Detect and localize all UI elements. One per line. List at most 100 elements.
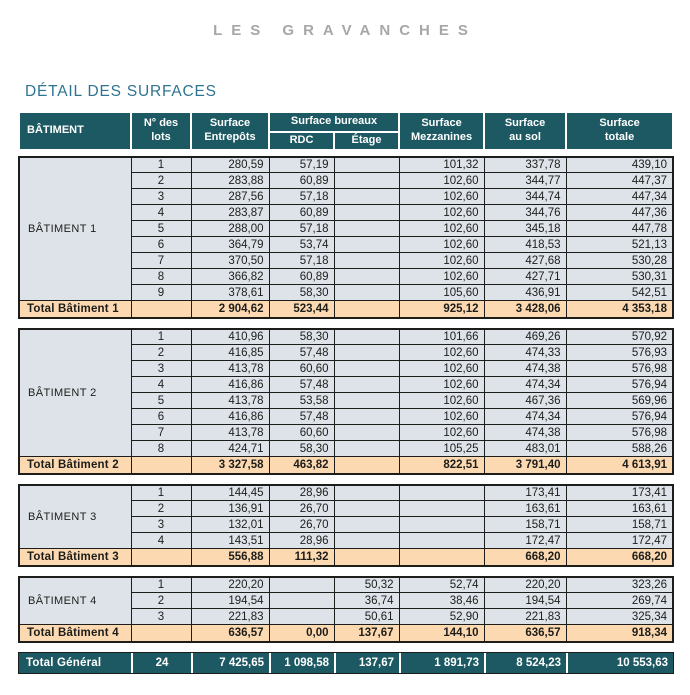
mezzanines-cell: 102,60 xyxy=(398,360,485,377)
entrepots-cell: 283,88 xyxy=(190,172,270,189)
section-total-totale-cell: 668,20 xyxy=(565,548,674,566)
totale-cell: 576,94 xyxy=(565,408,674,425)
rdc-cell: 60,89 xyxy=(268,172,335,189)
section-total-mezzanines-cell: 822,51 xyxy=(398,456,485,474)
entrepots-cell: 220,20 xyxy=(190,576,270,593)
mezzanines-cell: 102,60 xyxy=(398,204,485,221)
section-total-totale-cell: 918,34 xyxy=(565,624,674,642)
table-row: 2 416,85 57,48 102,60 474,33 576,93 xyxy=(19,344,674,361)
etage-cell: 50,61 xyxy=(333,608,400,625)
mezzanines-cell: 102,60 xyxy=(398,172,485,189)
rdc-cell: 60,60 xyxy=(268,360,335,377)
table-row: 4 283,87 60,89 102,60 344,76 447,36 xyxy=(19,204,674,221)
entrepots-cell: 410,96 xyxy=(190,328,270,345)
totale-cell: 323,26 xyxy=(565,576,674,593)
lot-number-cell: 6 xyxy=(130,236,192,253)
etage-cell xyxy=(333,532,400,549)
grand-total-mezzanines: 1 891,73 xyxy=(399,652,484,673)
entrepots-cell: 413,78 xyxy=(190,424,270,441)
section-total-lot-number-cell xyxy=(130,300,192,318)
section-total-rdc-cell: 0,00 xyxy=(268,624,335,642)
grand-total-au-sol: 8 524,23 xyxy=(484,652,566,673)
lot-number-cell: 7 xyxy=(130,424,192,441)
entrepots-cell: 364,79 xyxy=(190,236,270,253)
brand-title: LES GRAVANCHES xyxy=(213,22,477,39)
table-row: 7 413,78 60,60 102,60 474,38 576,98 xyxy=(19,424,674,441)
lot-number-cell: 3 xyxy=(130,516,192,533)
rdc-cell: 26,70 xyxy=(268,500,335,517)
header-batiment: BÂTIMENT xyxy=(18,111,132,151)
entrepots-cell: 221,83 xyxy=(190,608,270,625)
mezzanines-cell: 102,60 xyxy=(398,236,485,253)
entrepots-cell: 287,56 xyxy=(190,188,270,205)
header-bureaux-group: Surface bureaux xyxy=(267,111,401,133)
table-row: 3 221,83 50,61 52,90 221,83 325,34 xyxy=(19,608,674,625)
lot-number-cell: 8 xyxy=(130,268,192,285)
building-sections: BÂTIMENT 1 1 280,59 57,19 101,32 337,78 439,10… xyxy=(18,155,674,643)
etage-cell xyxy=(333,376,400,393)
rdc-cell: 58,30 xyxy=(268,284,335,301)
table-row: 4 416,86 57,48 102,60 474,34 576,94 xyxy=(19,376,674,393)
totale-cell: 530,28 xyxy=(565,252,674,269)
au-sol-cell: 344,74 xyxy=(483,188,567,205)
etage-cell xyxy=(333,220,400,237)
grand-total-lots: 24 xyxy=(131,652,191,673)
mezzanines-cell: 102,60 xyxy=(398,424,485,441)
au-sol-cell: 474,34 xyxy=(483,408,567,425)
au-sol-cell: 469,26 xyxy=(483,328,567,345)
surfaces-table: BÂTIMENT N° des lots Surface Entrepôts S… xyxy=(18,111,675,674)
totale-cell: 447,34 xyxy=(565,188,674,205)
table-row: 3 413,78 60,60 102,60 474,38 576,98 xyxy=(19,360,674,377)
mezzanines-cell: 102,60 xyxy=(398,252,485,269)
lot-number-cell: 1 xyxy=(130,576,192,593)
au-sol-cell: 221,83 xyxy=(483,608,567,625)
lot-number-cell: 5 xyxy=(130,220,192,237)
totale-cell: 542,51 xyxy=(565,284,674,301)
section-total-row: Total Bâtiment 1 2 904,62 523,44 925,12 3 42… xyxy=(18,300,674,318)
section-total-row: Total Bâtiment 4 636,57 0,00 137,67 144,10 63… xyxy=(18,624,674,642)
rdc-cell: 57,48 xyxy=(268,344,335,361)
page-title: DÉTAIL DES SURFACES xyxy=(25,83,217,100)
mezzanines-cell xyxy=(398,500,485,517)
au-sol-cell: 220,20 xyxy=(483,576,567,593)
totale-cell: 521,13 xyxy=(565,236,674,253)
etage-cell xyxy=(333,328,400,345)
grand-total-rdc: 1 098,58 xyxy=(269,652,334,673)
rdc-cell: 58,30 xyxy=(268,328,335,345)
table-row: BÂTIMENT 3 1 144,45 28,96 173,41 173,41 xyxy=(18,484,674,549)
totale-cell: 576,94 xyxy=(565,376,674,393)
mezzanines-cell: 105,60 xyxy=(398,284,485,301)
rdc-cell xyxy=(268,608,335,625)
table-row: 5 413,78 53,58 102,60 467,36 569,96 xyxy=(19,392,674,409)
grand-total-row: Total Général 24 7 425,65 1 098,58 137,6… xyxy=(18,651,674,674)
mezzanines-cell xyxy=(398,484,485,501)
totale-cell: 163,61 xyxy=(565,500,674,517)
etage-cell xyxy=(333,484,400,501)
building-section-table: BÂTIMENT 4 1 220,20 50,32 52,74 220,20 323,26 2… xyxy=(18,575,674,643)
mezzanines-cell: 102,60 xyxy=(398,268,485,285)
section-total-au-sol-cell: 668,20 xyxy=(483,548,567,566)
section-total-row: Total Bâtiment 2 3 327,58 463,82 822,51 3 79… xyxy=(18,456,674,474)
section-total-lot-number-cell xyxy=(130,456,192,474)
rdc-cell xyxy=(268,592,335,609)
entrepots-cell: 143,51 xyxy=(190,532,270,549)
rdc-cell: 57,18 xyxy=(268,220,335,237)
rdc-cell: 57,48 xyxy=(268,408,335,425)
section-total-row: Total Bâtiment 3 556,88 111,32 668,20 668,20 xyxy=(18,548,674,566)
table-row: 4 143,51 28,96 172,47 172,47 xyxy=(19,532,674,549)
section-total-lot-number-cell xyxy=(130,548,192,566)
header-etage: Étage xyxy=(332,130,401,151)
etage-cell xyxy=(333,188,400,205)
entrepots-cell: 136,91 xyxy=(190,500,270,517)
entrepots-cell: 416,86 xyxy=(190,408,270,425)
rdc-cell: 57,18 xyxy=(268,252,335,269)
section-total-rdc-cell: 523,44 xyxy=(268,300,335,318)
section-total-label: Total Bâtiment 3 xyxy=(18,548,132,566)
section-total-mezzanines-cell xyxy=(398,548,485,566)
section-total-entrepots-cell: 3 327,58 xyxy=(190,456,270,474)
totale-cell: 576,98 xyxy=(565,424,674,441)
totale-cell: 447,78 xyxy=(565,220,674,237)
table-row: 2 283,88 60,89 102,60 344,77 447,37 xyxy=(19,172,674,189)
mezzanines-cell: 38,46 xyxy=(398,592,485,609)
lot-number-cell: 8 xyxy=(130,440,192,457)
